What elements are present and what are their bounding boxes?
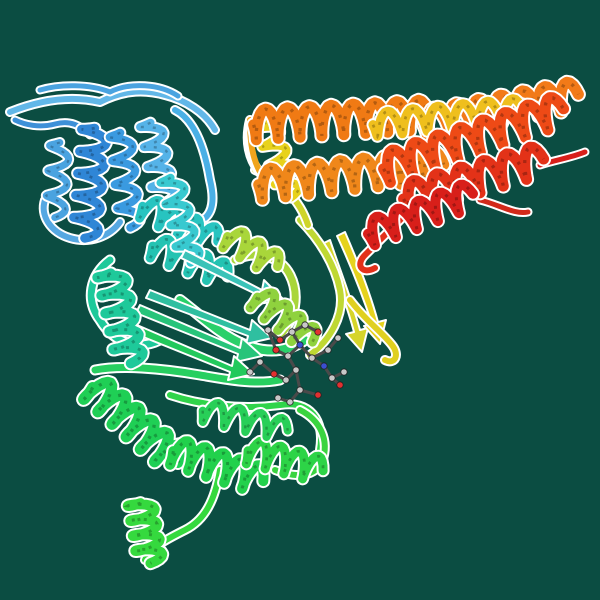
ligand-atom — [246, 368, 254, 376]
helix-teal-1 — [90, 266, 150, 371]
ligand-atom — [324, 346, 332, 354]
ligand-atom — [284, 352, 292, 360]
helix-yg-2 — [243, 286, 323, 349]
helix-green-1 — [76, 374, 191, 470]
ligand-atom — [336, 381, 344, 389]
helix-green-2 — [163, 434, 271, 496]
ligand-atom — [256, 358, 264, 366]
ligand-atom — [301, 321, 309, 329]
helix-red-2 — [361, 177, 480, 253]
helix-green-5 — [196, 397, 294, 443]
helix-orange-1 — [246, 92, 437, 148]
ligand-atom — [334, 334, 342, 342]
ligand-atom — [328, 374, 336, 382]
n-terminal-blue-domain — [5, 81, 220, 245]
helix-green-4 — [120, 496, 170, 571]
helix-red-1 — [396, 139, 552, 221]
ligand-atom — [272, 346, 280, 354]
ligand-atom — [308, 354, 316, 362]
ligand-atom — [296, 341, 304, 349]
ligand-atom — [270, 370, 278, 378]
ligand-atom — [286, 398, 294, 406]
blue-helices — [40, 116, 181, 245]
green-helices — [76, 266, 330, 571]
ligand-atom — [276, 336, 284, 344]
ligand-atom — [264, 326, 272, 334]
ligand-atom — [292, 366, 300, 374]
ligand-atom — [314, 391, 322, 399]
orange-red-helices — [246, 74, 586, 253]
helix-redorange-1 — [376, 90, 572, 190]
helix-blue-1 — [67, 121, 113, 245]
helix-blue-4 — [134, 116, 181, 209]
ligand-atom — [282, 376, 290, 384]
ligand-atom — [296, 386, 304, 394]
helix-blue-2 — [103, 126, 147, 234]
helix-blue-3 — [40, 137, 75, 223]
helix-cyan-3 — [154, 171, 206, 269]
bound-ligand — [246, 321, 348, 406]
ligand-atom — [274, 394, 282, 402]
ligand-atom — [340, 368, 348, 376]
helix-yg-1 — [216, 225, 286, 275]
helix-green-3 — [239, 434, 330, 486]
ligand-atom — [314, 328, 322, 336]
ligand-atom — [288, 328, 296, 336]
ligand-atom — [320, 362, 328, 370]
